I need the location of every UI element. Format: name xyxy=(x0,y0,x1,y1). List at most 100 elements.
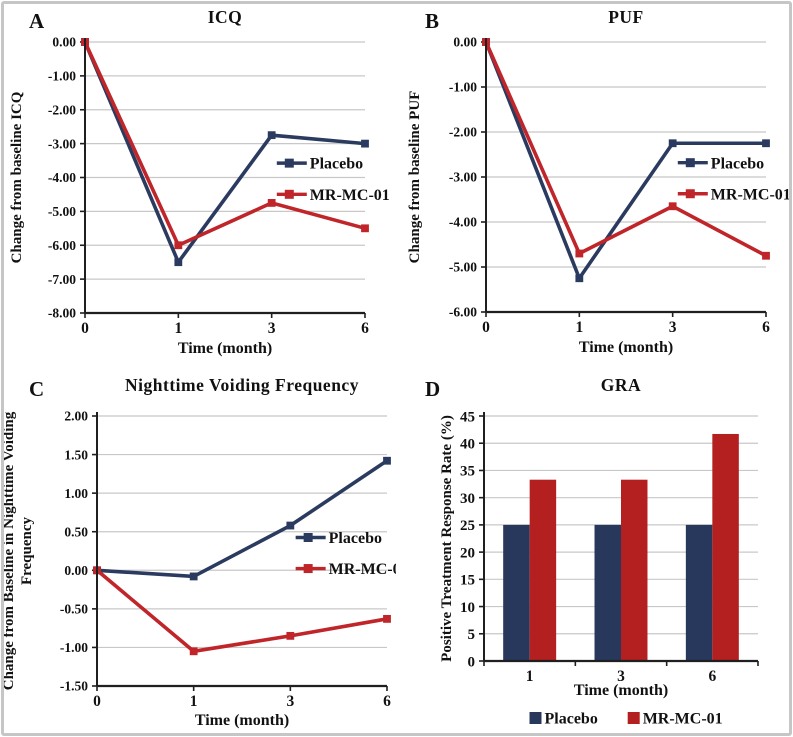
puf-line-chart: 0.00 -1.00 -2.00 -3.00 -4.00 -5.00 -6.00 0 1 3 6 Ti… xyxy=(407,35,791,356)
y-tick-label: 0.00 xyxy=(52,35,76,50)
y-tick-label: -8.00 xyxy=(48,306,76,321)
x-tick-label: 3 xyxy=(669,319,677,336)
y-axis-title: Change from Baseline in Nighttime Voidin… xyxy=(1,411,17,690)
nighttime-voiding-line-chart: 2.00 1.50 1.00 0.50 0.00 -0.50 -1.00 -1.50 0 1 3 6 T… xyxy=(1,409,396,729)
gra-chart-title: GRA xyxy=(600,375,642,395)
bar xyxy=(621,479,648,661)
y-tick-label: -1.00 xyxy=(449,80,477,95)
bar-series-mr-mc-01 xyxy=(529,433,739,661)
line-series-placebo xyxy=(81,38,369,267)
y-tick-label: 0 xyxy=(468,654,476,670)
bar xyxy=(529,479,557,661)
legend-marker xyxy=(303,564,313,574)
data-point-marker xyxy=(174,241,183,250)
legend-marker xyxy=(627,712,640,724)
data-point-marker xyxy=(575,249,584,258)
y-tick-label: 10 xyxy=(460,600,475,616)
data-point-marker xyxy=(267,199,276,207)
plot-area: 0.00 -1.00 -2.00 -3.00 -4.00 -5.00 -6.00 -7.00 -… xyxy=(48,35,369,337)
y-tick-label: 0.00 xyxy=(64,563,88,578)
y-tick-label: -1.50 xyxy=(60,679,88,694)
y-tick-label: 35 xyxy=(460,464,475,480)
icq-chart-title: ICQ xyxy=(207,7,243,27)
y-tick-label: 30 xyxy=(460,491,475,507)
x-tick-label: 0 xyxy=(482,319,490,336)
x-axis-title: Time (month) xyxy=(579,339,673,356)
x-tick-label: 6 xyxy=(383,693,391,710)
legend-label: MR-MC-01 xyxy=(310,187,390,204)
y-tick-label: -6.00 xyxy=(48,238,76,253)
x-axis-title: Time (month) xyxy=(195,712,289,729)
x-axis-title: Time (month) xyxy=(178,340,272,357)
panel-letter-c: C xyxy=(29,377,45,401)
x-tick-label: 3 xyxy=(617,668,625,685)
series-line xyxy=(484,41,767,258)
data-point-marker xyxy=(383,456,391,465)
series-line xyxy=(83,41,366,248)
plot-area: 0.00 -1.00 -2.00 -3.00 -4.00 -5.00 -6.00 0 1 3 6 xyxy=(449,35,770,336)
gra-bar-chart: 45 40 35 30 25 20 15 10 5 0 1 3 6 Time (month) Positiv… xyxy=(439,409,759,728)
legend-label: Placebo xyxy=(329,530,382,547)
data-point-marker xyxy=(189,647,198,656)
line-series-mr-mc-01 xyxy=(93,566,391,656)
data-point-marker xyxy=(383,614,391,623)
legend-label: Placebo xyxy=(545,711,598,728)
x-tick-label: 3 xyxy=(268,320,276,337)
y-tick-label: 1.00 xyxy=(64,486,88,501)
legend-label: MR-MC-01 xyxy=(329,561,396,578)
bar xyxy=(594,524,621,661)
panel-icq: A ICQ 0.00 -1.00 -2.00 -3.00 -4.00 -5.00 -6.00… xyxy=(0,0,396,368)
y-tick-label: 2.00 xyxy=(64,409,88,424)
data-point-marker xyxy=(361,139,369,148)
panel-gra: D GRA 45 40 35 30 25 20 15 10 5 0 1 3 6 Time (month) P… xyxy=(396,368,793,737)
panel-nighttime-voiding: C Nighttime Voiding Frequency 2.00 1.50 1.… xyxy=(0,368,396,737)
data-point-marker xyxy=(174,258,183,267)
legend: Placebo MR-MC-01 xyxy=(295,530,396,578)
y-tick-label: -2.00 xyxy=(48,102,76,117)
legend-label: Placebo xyxy=(711,155,764,172)
plot-area: 45 40 35 30 25 20 15 10 5 0 1 3 6 xyxy=(460,409,759,685)
data-point-marker xyxy=(189,572,198,581)
y-axis-title: Change from baseline PUF xyxy=(407,91,423,264)
bar-series-placebo xyxy=(503,524,713,661)
y-tick-label: 20 xyxy=(460,545,475,561)
x-tick-label: 1 xyxy=(575,319,583,336)
y-tick-label: 15 xyxy=(460,573,475,589)
series-line xyxy=(95,568,388,654)
x-tick-label: 0 xyxy=(81,320,89,337)
x-tick-label: 6 xyxy=(708,668,716,685)
nighttime-voiding-chart-title: Nighttime Voiding Frequency xyxy=(125,375,359,395)
y-tick-label: -4.00 xyxy=(449,215,477,230)
line-series-mr-mc-01 xyxy=(482,38,770,260)
y-axis-title: Positive Treatment Response Rate (%) xyxy=(439,415,455,662)
x-tick-label: 1 xyxy=(190,693,198,710)
panel-letter-b: B xyxy=(425,9,440,33)
y-tick-label: 1.50 xyxy=(64,447,88,462)
y-tick-label: -1.00 xyxy=(60,640,88,655)
y-tick-label: -7.00 xyxy=(48,272,76,287)
legend-marker xyxy=(284,189,294,199)
x-tick-label: 6 xyxy=(762,319,770,336)
data-point-marker xyxy=(762,139,770,148)
legend: Placebo MR-MC-01 xyxy=(677,155,791,203)
data-point-marker xyxy=(361,224,369,233)
y-tick-label: -5.00 xyxy=(449,260,477,275)
legend: Placebo MR-MC-01 xyxy=(529,711,723,728)
panel-letter-a: A xyxy=(29,9,45,33)
y-tick-label: -1.00 xyxy=(48,69,76,84)
data-point-marker xyxy=(267,131,276,140)
puf-chart-title: PUF xyxy=(608,7,644,27)
x-tick-label: 3 xyxy=(286,693,294,710)
y-axis-title: Frequency xyxy=(19,516,35,585)
legend-marker xyxy=(303,533,313,542)
icq-line-chart: 0.00 -1.00 -2.00 -3.00 -4.00 -5.00 -6.00 -7.00 -… xyxy=(9,35,390,357)
y-tick-label: -3.00 xyxy=(449,170,477,185)
data-point-marker xyxy=(668,139,677,148)
legend: Placebo MR-MC-01 xyxy=(276,156,390,204)
legend-marker xyxy=(529,712,542,724)
bar xyxy=(712,433,739,661)
legend-marker xyxy=(685,158,695,168)
x-tick-label: 0 xyxy=(93,693,101,710)
series-line xyxy=(83,41,366,266)
